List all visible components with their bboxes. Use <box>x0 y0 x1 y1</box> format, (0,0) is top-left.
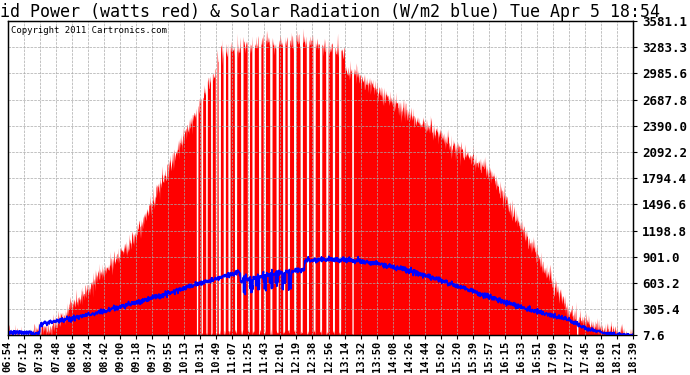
Text: Copyright 2011 Cartronics.com: Copyright 2011 Cartronics.com <box>11 26 167 34</box>
Title: Grid Power (watts red) & Solar Radiation (W/m2 blue) Tue Apr 5 18:54: Grid Power (watts red) & Solar Radiation… <box>0 3 660 21</box>
